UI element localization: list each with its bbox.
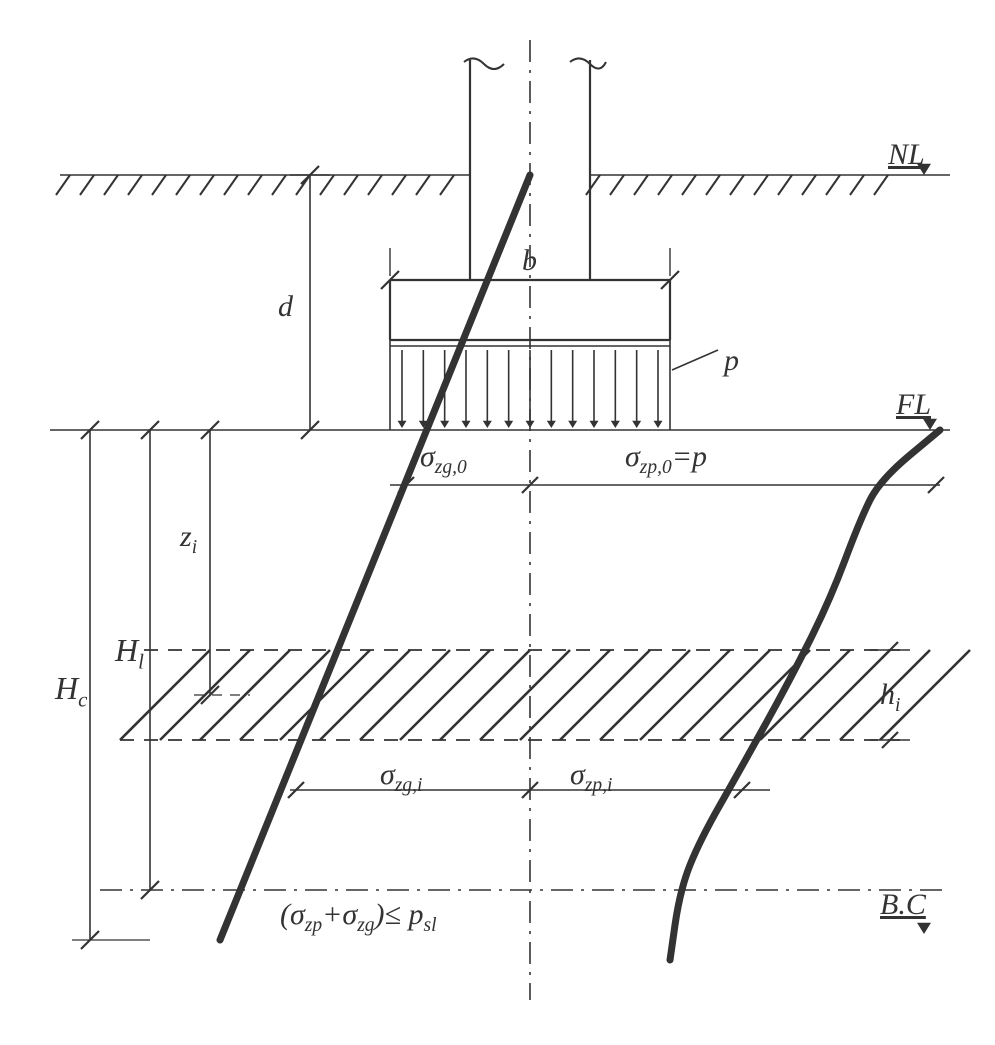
label-Hl: Hl: [115, 632, 144, 674]
label-sigma-zp0: σzp,0=p: [625, 440, 707, 479]
label-NL: NL: [888, 138, 925, 172]
settlement-diagram: [0, 0, 995, 1045]
label-d: d: [278, 290, 293, 324]
label-hi: hi: [880, 678, 900, 717]
label-p: p: [724, 344, 739, 378]
label-Hc: Hc: [55, 670, 87, 712]
label-sigma-zpi: σzp,i: [570, 758, 612, 797]
label-zi: zi: [180, 520, 197, 559]
label-sigma-zgi: σzg,i: [380, 758, 422, 797]
label-FL: FL: [896, 388, 931, 422]
label-bc-condition: (σzp+σzg)≤ psl: [280, 898, 437, 937]
label-b: b: [522, 244, 537, 278]
label-sigma-zg0: σzg,0: [420, 440, 467, 479]
label-BC: B.C: [880, 888, 926, 922]
